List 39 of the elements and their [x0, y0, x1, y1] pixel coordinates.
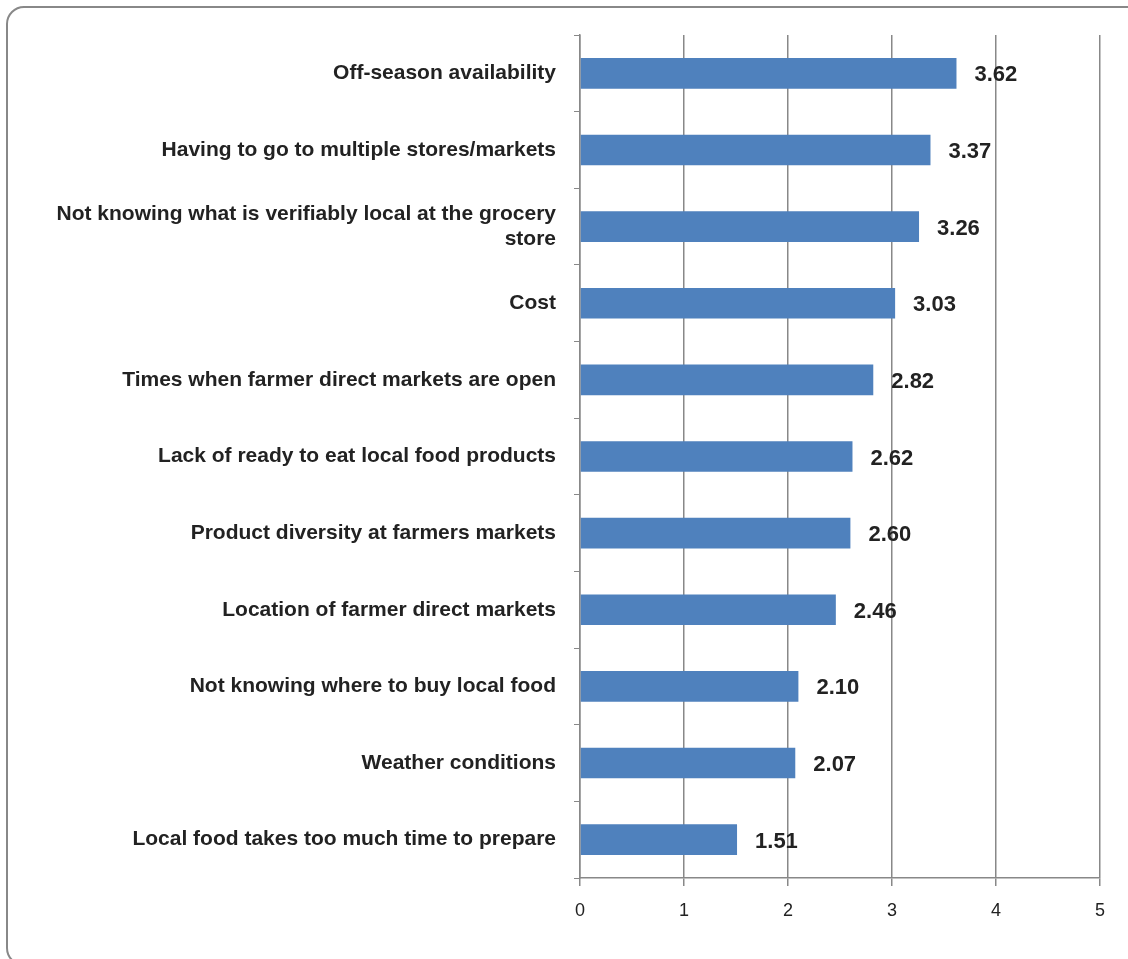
data-label: 2.60: [868, 521, 912, 547]
bar: [580, 211, 920, 242]
bar: [580, 134, 931, 166]
x-tick-label: 2: [782, 899, 794, 920]
y-tick-label: Local food takes too much time to prepare: [132, 826, 556, 850]
y-tick-label: Having to go to multiple stores/markets: [161, 136, 556, 160]
data-label: 2.82: [891, 367, 935, 393]
y-tick-label: Off-season availability: [333, 60, 557, 84]
data-label: 2.62: [870, 444, 914, 470]
data-label: 2.07: [813, 751, 857, 777]
y-tick-label: Not knowing where to buy local food: [189, 673, 556, 697]
y-tick-label: Location of farmer direct markets: [222, 596, 556, 620]
data-label: 3.62: [974, 61, 1018, 87]
y-tick-label: Lack of ready to eat local food products: [158, 443, 556, 467]
bar: [580, 287, 896, 319]
bar: [580, 671, 799, 702]
data-label: 1.51: [755, 827, 798, 853]
data-label: 2.10: [816, 674, 860, 700]
data-label: 2.46: [853, 597, 897, 623]
x-tick-label: 1: [678, 899, 690, 920]
data-label: 3.37: [948, 138, 992, 164]
bar: [580, 57, 957, 89]
x-tick-label: 4: [990, 899, 1002, 920]
bar: [580, 364, 874, 396]
bar: [580, 517, 851, 549]
y-tick-label: Cost: [509, 290, 556, 314]
x-tick-label: 0: [574, 899, 586, 920]
data-label: 3.03: [913, 291, 956, 317]
bar: [580, 824, 738, 856]
bar: [580, 747, 796, 779]
x-tick-label: 5: [1094, 899, 1106, 920]
bar: [580, 594, 836, 626]
y-tick-label: Times when farmer direct markets are open: [122, 366, 556, 390]
y-tick-label: Weather conditions: [361, 749, 556, 773]
x-tick-label: 3: [886, 899, 898, 920]
bar: [580, 441, 853, 472]
data-label: 3.26: [937, 214, 980, 240]
y-tick-label: Not knowing what is verifiably local at the grocery store: [56, 200, 557, 249]
y-tick-label: Product diversity at farmers markets: [190, 519, 556, 543]
